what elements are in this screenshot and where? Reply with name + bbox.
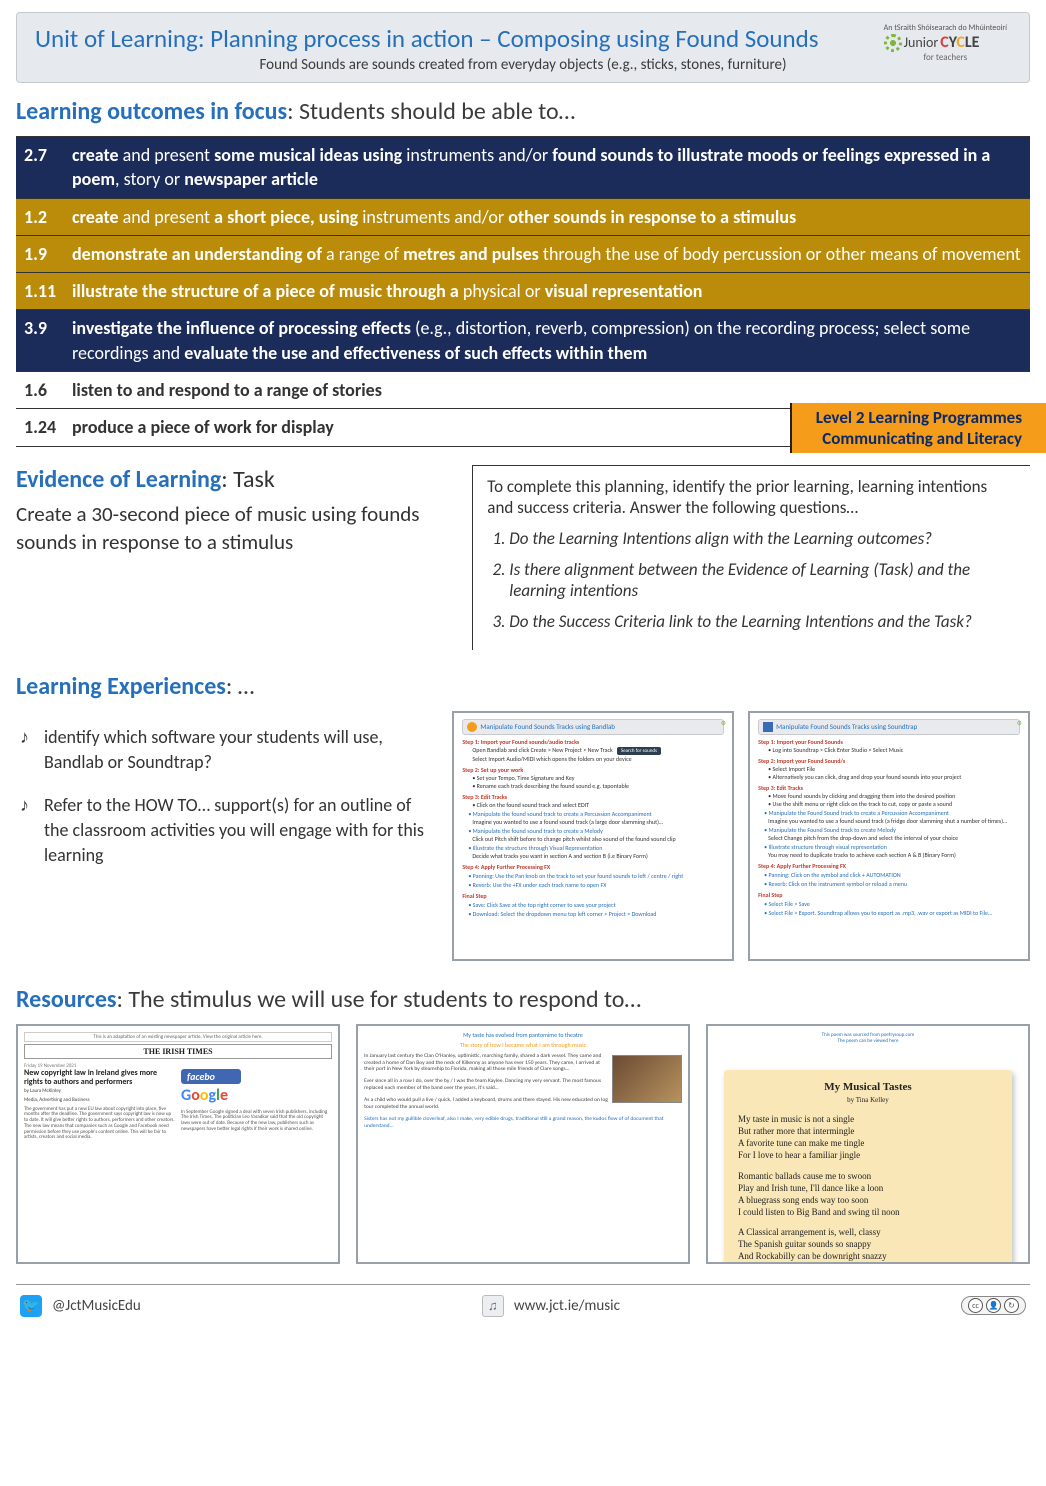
outcome-text: create and present a short piece, using … bbox=[72, 205, 1022, 229]
junior-cycle-logo: An tSraith Shóisearach do Mhúinteoirí Ju… bbox=[884, 23, 1007, 63]
thumb-badge: Search for sounds bbox=[617, 747, 661, 755]
experiences-heading-rest: : … bbox=[226, 672, 254, 701]
news-byline: by Laura McKinley bbox=[24, 1089, 175, 1095]
cc-badge: cc 👤 ↻ bbox=[961, 1296, 1026, 1315]
outcome-row: 2.7create and present some musical ideas… bbox=[16, 137, 1030, 199]
outcome-text: demonstrate an understanding of a range … bbox=[72, 242, 1022, 266]
poem-header-b: The story of how I became what I am thro… bbox=[364, 1042, 682, 1050]
outcome-number: 3.9 bbox=[18, 316, 72, 340]
outcomes-heading-rest: : Students should be able to… bbox=[287, 97, 575, 126]
experiences-section: identify which software your students wi… bbox=[16, 711, 1030, 961]
thumb-step2: Step 2: Set up your work bbox=[462, 766, 724, 774]
experiences-list: identify which software your students wi… bbox=[16, 725, 434, 869]
outcome-number: 1.9 bbox=[18, 242, 72, 266]
thumb-logo-icon: ⚙ bbox=[1017, 719, 1022, 727]
google-logo: Google bbox=[181, 1087, 332, 1105]
outcome-text: listen to and respond to a range of stor… bbox=[72, 378, 1022, 402]
completion-q2: Is there alignment between the Evidence … bbox=[509, 559, 1016, 601]
unit-title: Unit of Learning: Planning process in ac… bbox=[35, 23, 1011, 54]
outcome-number: 2.7 bbox=[18, 143, 72, 167]
logo-text-cycle: CYCLE bbox=[940, 33, 979, 52]
thumb-final: Final Step bbox=[462, 892, 724, 900]
thumb-step3: Step 3: Edit Tracks bbox=[462, 793, 724, 801]
resources-row: This is an adaptation of an existing new… bbox=[16, 1024, 1030, 1264]
cc-icon: cc bbox=[968, 1298, 983, 1313]
musical-by: by Tina Kelley bbox=[738, 1096, 998, 1105]
outcome-text: investigate the influence of processing … bbox=[72, 316, 1022, 365]
outcome-number: 1.24 bbox=[18, 415, 72, 439]
thumb-step1: Step 1: Import your Found sounds/audio t… bbox=[462, 738, 724, 746]
logo-text-junior: Junior bbox=[904, 34, 939, 51]
outcome-row: 3.9investigate the influence of processi… bbox=[16, 310, 1030, 372]
poem-header-a: My taste has evolved from pantomime to t… bbox=[364, 1032, 682, 1040]
evidence-section: Evidence of Learning: Task Create a 30-s… bbox=[16, 465, 1030, 650]
resources-heading-lead: Resources bbox=[16, 985, 117, 1014]
howto-thumb-bandlab: ⚙ Manipulate Found Sounds Tracks using B… bbox=[452, 711, 734, 961]
facebook-logo: facebo bbox=[181, 1069, 241, 1085]
thumb-b-title: Manipulate Found Sounds Tracks using Sou… bbox=[776, 722, 917, 731]
experience-item-2: Refer to the HOW TO… support(s) for an o… bbox=[16, 793, 434, 869]
thumb-step4: Step 4: Apply Further Processing FX bbox=[462, 863, 724, 871]
evidence-heading-lead: Evidence of Learning bbox=[16, 465, 221, 494]
logo-irish-text: An tSraith Shóisearach do Mhúinteoirí bbox=[884, 23, 1007, 33]
page-footer: 🐦 @JctMusicEdu ♫ www.jct.ie/music cc 👤 ↻ bbox=[16, 1284, 1030, 1335]
bandlab-icon bbox=[467, 722, 477, 732]
by-icon: 👤 bbox=[986, 1298, 1001, 1313]
unit-subtitle: Found Sounds are sounds created from eve… bbox=[35, 56, 1011, 74]
experiences-heading: Learning Experiences: … bbox=[16, 672, 1030, 701]
news-para2: In September Google signed a deal with s… bbox=[181, 1110, 332, 1133]
music-icon: ♫ bbox=[482, 1295, 504, 1317]
outcome-number: 1.11 bbox=[18, 279, 72, 303]
musical-title: My Musical Tastes bbox=[738, 1080, 998, 1095]
howto-thumb-soundtrap: ⚙ Manipulate Found Sounds Tracks using S… bbox=[748, 711, 1030, 961]
evidence-heading-rest: : Task bbox=[221, 465, 274, 494]
outcome-number: 1.2 bbox=[18, 205, 72, 229]
outcome-row: 1.2create and present a short piece, usi… bbox=[16, 199, 1030, 236]
thumb-a-title: Manipulate Found Sounds Tracks using Ban… bbox=[480, 722, 615, 731]
experiences-heading-lead: Learning Experiences bbox=[16, 672, 226, 701]
thumb-logo-icon: ⚙ bbox=[721, 719, 726, 727]
outcome-row: 1.11illustrate the structure of a piece … bbox=[16, 273, 1030, 310]
newspaper-masthead: THE IRISH TIMES bbox=[24, 1044, 332, 1059]
musical-card: My Musical Tastes by Tina Kelley My tast… bbox=[724, 1070, 1012, 1264]
evidence-task-text: Create a 30-second piece of music using … bbox=[16, 500, 460, 557]
poem-image-placeholder bbox=[612, 1055, 682, 1103]
level-badge: Level 2 Learning Programmes Communicatin… bbox=[790, 403, 1046, 454]
resource-newspaper: This is an adaptation of an existing new… bbox=[16, 1024, 340, 1264]
evidence-heading: Evidence of Learning: Task bbox=[16, 465, 460, 494]
footer-url: www.jct.ie/music bbox=[514, 1297, 620, 1315]
completion-q3: Do the Success Criteria link to the Lear… bbox=[509, 611, 1016, 632]
completion-intro: To complete this planning, identify the … bbox=[487, 476, 1016, 518]
outcome-row: 1.9demonstrate an understanding of a ran… bbox=[16, 236, 1030, 273]
experience-item-1: identify which software your students wi… bbox=[16, 725, 434, 775]
completion-panel: To complete this planning, identify the … bbox=[472, 465, 1030, 650]
news-headline: New copyright law in Ireland gives more … bbox=[24, 1069, 175, 1087]
resource-musical-tastes: This poem was sourced from poetrysoup.co… bbox=[706, 1024, 1030, 1264]
sa-icon: ↻ bbox=[1004, 1298, 1019, 1313]
page-header: Unit of Learning: Planning process in ac… bbox=[16, 12, 1030, 83]
news-dept: Media, Advertising and Business bbox=[24, 1098, 175, 1104]
footer-twitter: @JctMusicEdu bbox=[52, 1297, 141, 1315]
completion-q1: Do the Learning Intentions align with th… bbox=[509, 528, 1016, 549]
outcome-number: 1.6 bbox=[18, 378, 72, 402]
level-badge-line1: Level 2 Learning Programmes bbox=[816, 407, 1022, 428]
gear-icon bbox=[884, 34, 902, 52]
news-para: The government has put a new EU law abou… bbox=[24, 1107, 175, 1142]
resources-heading: Resources: The stimulus we will use for … bbox=[16, 985, 1030, 1014]
outcomes-heading: Learning outcomes in focus: Students sho… bbox=[16, 97, 1030, 126]
level-badge-line2: Communicating and Literacy bbox=[816, 428, 1022, 449]
masthead-text: THE IRISH TIMES bbox=[29, 1047, 327, 1056]
logo-subtext: for teachers bbox=[884, 52, 1007, 63]
twitter-icon: 🐦 bbox=[20, 1295, 42, 1317]
resources-heading-rest: : The stimulus we will use for students … bbox=[117, 985, 642, 1014]
outcome-text: illustrate the structure of a piece of m… bbox=[72, 279, 1022, 303]
soundtrap-icon bbox=[763, 722, 773, 732]
outcomes-table: 2.7create and present some musical ideas… bbox=[16, 136, 1030, 447]
outcome-text: create and present some musical ideas us… bbox=[72, 143, 1022, 192]
resource-poem: My taste has evolved from pantomime to t… bbox=[356, 1024, 690, 1264]
outcomes-heading-lead: Learning outcomes in focus bbox=[16, 97, 287, 126]
